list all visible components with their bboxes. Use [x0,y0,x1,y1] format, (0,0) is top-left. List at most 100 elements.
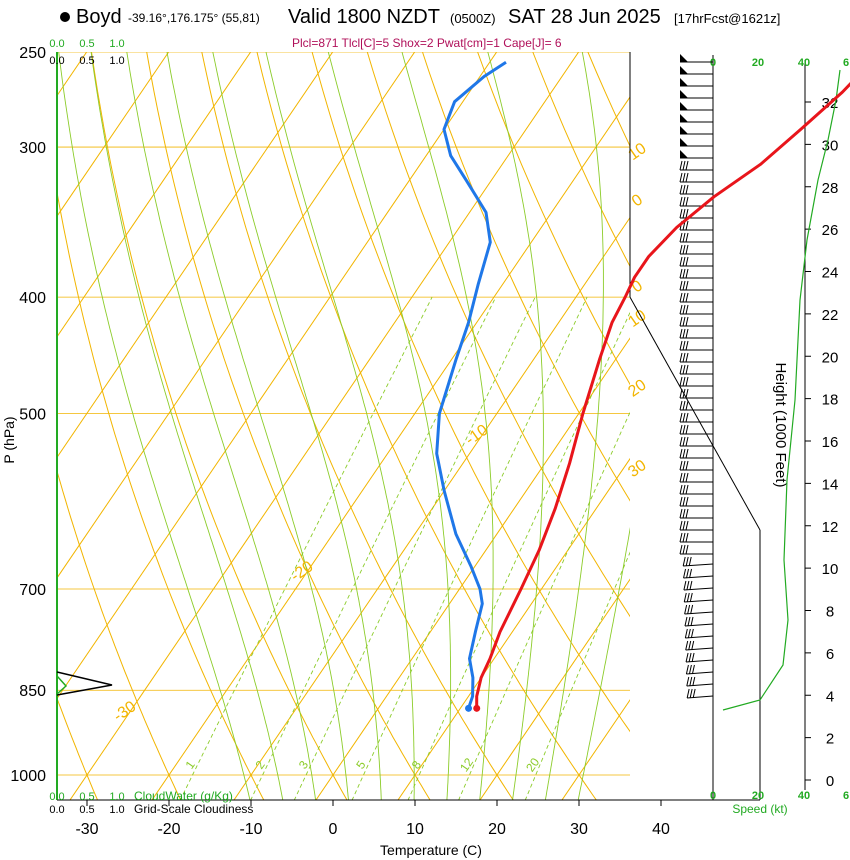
wind-barb-feather [685,436,689,447]
wind-barb [679,316,713,327]
cloudiness-tick-label: 0.5 [79,55,94,67]
wind-barb-feather [685,484,689,495]
cloudiness-tick-label: 0.0 [49,804,64,816]
wind-barb-feather [679,412,683,423]
moist-adiabat-line [487,52,544,800]
wind-barb-shaft [684,611,714,615]
mixing-ratio-line [250,296,497,800]
isotherm-label: -10 [463,422,492,449]
wind-barb-feather [689,688,693,699]
speed-tick-label-top: 20 [752,57,764,69]
dry-adiabat-line [366,52,630,618]
moist-adiabat-line [126,52,317,800]
wind-barb-feather [685,232,689,243]
wind-barb-feather [685,640,689,651]
wind-barb [685,664,714,675]
wind-barb-feather [685,388,689,399]
mixing-ratio-line [458,411,630,800]
wind-barb-feather [686,676,690,687]
height-tick-label: 20 [822,349,839,366]
valid-time: Valid 1800 NZDT [288,6,440,28]
surface-temperature-point [473,704,481,712]
mixing-ratio-label: 1 [182,758,197,772]
moist-adiabat-line [544,52,604,800]
wind-barb [679,340,713,351]
wind-barb-feather [682,388,686,399]
wind-barb-feather [686,592,690,603]
wind-barb-feather [682,316,686,327]
wind-barb-pennant [680,78,688,86]
station-coords: -39.16°,176.175° (55,81) [128,11,260,25]
y-tick-label: 250 [19,45,46,62]
cloudwater-tick-label: 0.0 [49,38,64,50]
cloudiness-tick-label: 1.0 [109,55,124,67]
wind-barb-feather [682,544,686,555]
wind-barb-feather [682,256,686,267]
wind-barb-feather [683,592,687,603]
wind-barb [682,556,714,567]
wind-barb-feather [679,508,683,519]
wind-barb-feather [682,364,686,375]
speed-axis-title: Speed (kt) [732,802,787,816]
speed-tick-label-top: 6 [843,57,849,69]
valid-date: SAT 28 Jun 2025 [508,6,661,28]
wind-barb-feather [685,544,689,555]
dry-adiabat-line [634,31,850,801]
wind-barb-feather [679,328,683,339]
forecast-info: [17hrFcst@1621z] [674,11,781,26]
wind-barb-shaft [683,563,714,567]
wind-barb-feather [692,688,696,699]
wind-barb-feather [685,244,689,255]
wind-barb-pennant [680,102,688,110]
height-tick-label: 26 [822,222,839,239]
wind-barb-feather [684,616,688,627]
wind-barb-feather [679,256,683,267]
wind-barb [679,532,713,543]
wind-barb-feather [682,400,686,411]
wind-barb-shaft [683,587,714,591]
wind-barb-feather [679,388,683,399]
wind-barb [679,544,713,555]
wind-barb [679,232,713,243]
wind-barb [679,268,713,279]
wind-barb-feather [679,244,683,255]
isotherm-line [479,578,630,800]
wind-barb-feather [682,184,686,195]
wind-barb-feather [682,496,686,507]
wind-barb [679,196,713,207]
wind-barb-feather [685,328,689,339]
valid-time-utc: (0500Z) [450,11,496,26]
wind-barb-feather [689,592,693,603]
speed-tick-label-bottom: 40 [798,790,810,802]
isotherm-line [233,216,630,800]
speed-tick-label-bottom: 20 [752,790,764,802]
wind-barb-shaft [686,683,714,687]
wind-barb [679,184,713,195]
mixing-ratio-line [351,296,588,800]
mixing-ratio-label: 20 [523,755,542,774]
height-tick-label: 12 [822,519,839,536]
wind-barb-feather [685,304,689,315]
isotherm-line [57,52,498,700]
wind-barb-pennant [680,66,688,74]
wind-barb-feather [682,292,686,303]
wind-barb-feather [685,364,689,375]
wind-barb-feather [684,628,688,639]
wind-barb-feather [685,196,689,207]
wind-barb-feather [685,472,689,483]
isotherm-line [57,52,334,459]
wind-barb-feather [679,292,683,303]
wind-barb-feather [685,172,689,183]
moist-adiabat-line [577,526,630,800]
wind-barb-feather [679,196,683,207]
wind-barb [680,114,713,123]
y-tick-label: 700 [19,582,46,599]
x-axis-title: Temperature (C) [380,842,482,858]
height-tick-label: 24 [822,265,839,282]
wind-barb-feather [685,352,689,363]
wind-barb-feather [685,268,689,279]
wind-barb-feather [679,304,683,315]
wind-barb [683,568,714,579]
wind-barb-feather [679,532,683,543]
